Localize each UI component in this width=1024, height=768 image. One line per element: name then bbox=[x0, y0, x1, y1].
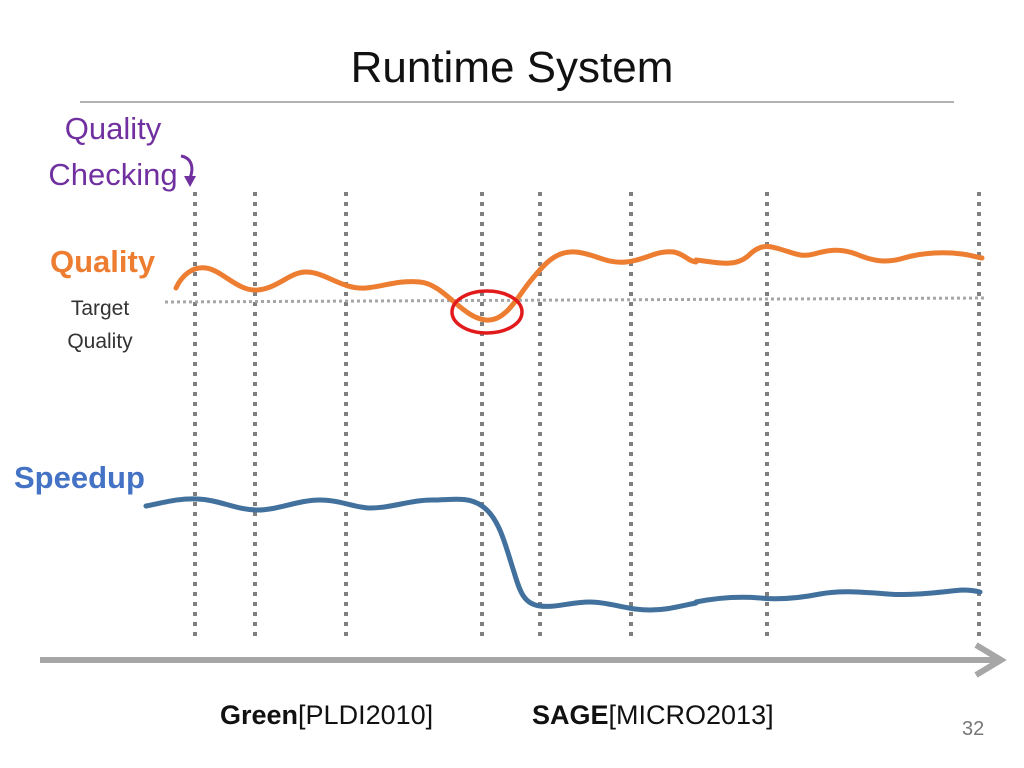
quality-checking-label: Quality Checking bbox=[38, 106, 188, 198]
slide-title: Runtime System bbox=[350, 43, 674, 92]
sage-citation-name: SAGE bbox=[532, 700, 609, 730]
quality-label: Quality bbox=[50, 244, 156, 279]
green-citation-ref: [PLDI2010] bbox=[298, 700, 434, 730]
target-quality-label-line2: Quality bbox=[67, 330, 133, 353]
quality-curve bbox=[173, 249, 699, 323]
curved-down-arrow-icon bbox=[180, 154, 196, 187]
title-underline bbox=[80, 101, 954, 103]
checkpoint-lines bbox=[193, 192, 981, 640]
quality-checking-label-line1: Quality bbox=[64, 111, 162, 146]
target-quality-label-line1: Target bbox=[70, 297, 130, 320]
sage-citation: SAGE[MICRO2013] bbox=[532, 700, 774, 731]
quality-violation-marker bbox=[450, 289, 524, 335]
quality-curve bbox=[693, 243, 985, 266]
target-quality-label: Target Quality bbox=[40, 292, 160, 358]
page-number: 32 bbox=[962, 718, 985, 740]
time-axis-arrow bbox=[40, 642, 1007, 678]
green-citation: Green[PLDI2010] bbox=[220, 700, 433, 731]
speedup-label: Speedup bbox=[14, 460, 145, 495]
sage-citation-ref: [MICRO2013] bbox=[608, 700, 774, 730]
quality-checking-label-line2: Checking bbox=[48, 157, 178, 192]
green-citation-name: Green bbox=[220, 700, 299, 730]
speedup-curve bbox=[693, 587, 983, 605]
speedup-curve bbox=[143, 496, 699, 613]
target-quality-line bbox=[164, 296, 986, 304]
